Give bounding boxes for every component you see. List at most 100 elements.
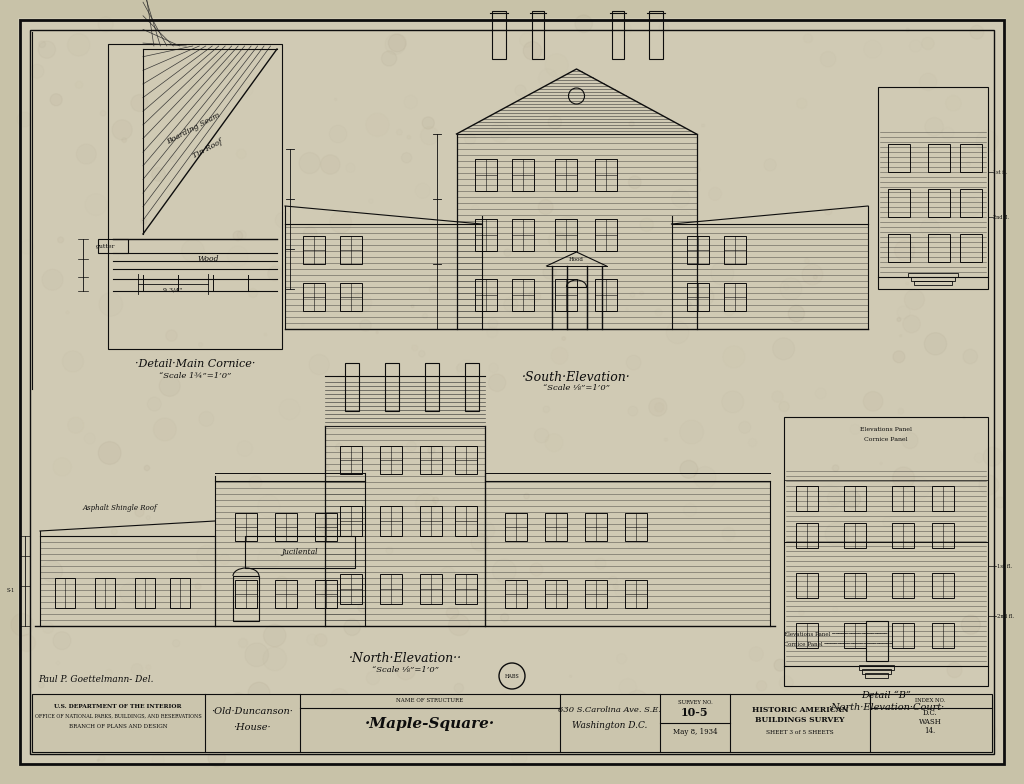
Bar xyxy=(555,159,577,191)
Bar xyxy=(932,573,954,598)
Bar xyxy=(505,580,527,608)
Bar xyxy=(862,669,891,674)
Bar xyxy=(303,236,325,264)
Bar xyxy=(474,159,497,191)
Bar xyxy=(686,283,709,311)
Bar xyxy=(724,236,745,264)
Bar xyxy=(234,513,257,541)
Bar xyxy=(505,513,527,541)
Bar xyxy=(455,574,477,604)
Text: Washington D.C.: Washington D.C. xyxy=(572,721,648,731)
Text: Detail “B”: Detail “B” xyxy=(861,691,911,700)
Bar xyxy=(340,446,362,474)
Bar xyxy=(961,234,982,262)
Text: Cornice Panel: Cornice Panel xyxy=(864,437,908,441)
Bar xyxy=(108,44,282,349)
Text: 9 3/4": 9 3/4" xyxy=(164,288,182,292)
Bar xyxy=(595,219,616,251)
Bar xyxy=(928,234,950,262)
Bar xyxy=(878,87,988,289)
Bar xyxy=(865,673,888,678)
Bar xyxy=(380,446,402,474)
Bar xyxy=(380,506,402,536)
Bar xyxy=(911,277,955,281)
Bar xyxy=(892,523,914,548)
Bar xyxy=(555,219,577,251)
Text: Asphalt Shingle Roof: Asphalt Shingle Roof xyxy=(83,504,158,512)
Text: ·Detail·Main Cornice·: ·Detail·Main Cornice· xyxy=(135,359,255,369)
Text: 1st fl.: 1st fl. xyxy=(997,564,1013,568)
Bar xyxy=(928,144,950,172)
Bar xyxy=(380,574,402,604)
Bar xyxy=(892,623,914,648)
Bar xyxy=(531,11,544,59)
Text: Paul P. Goettelmann- Del.: Paul P. Goettelmann- Del. xyxy=(38,676,154,684)
Bar xyxy=(512,279,534,311)
Bar xyxy=(595,159,616,191)
Bar xyxy=(245,536,355,568)
Text: 10-5: 10-5 xyxy=(681,706,709,717)
Bar xyxy=(512,219,534,251)
Text: Tin Roof: Tin Roof xyxy=(191,138,224,160)
Bar xyxy=(420,506,442,536)
Text: Elevations Panel ─────────────────: Elevations Panel ───────────────── xyxy=(784,631,888,637)
Bar xyxy=(595,279,616,311)
Bar xyxy=(928,189,950,217)
Text: OFFICE OF NATIONAL PARKS, BUILDINGS, AND RESERVATIONS: OFFICE OF NATIONAL PARKS, BUILDINGS, AND… xyxy=(35,713,202,718)
Text: SHEET 3 of 5 SHEETS: SHEET 3 of 5 SHEETS xyxy=(766,729,834,735)
Bar xyxy=(961,189,982,217)
Bar xyxy=(648,11,663,59)
Text: ·North·Elevation·Court·: ·North·Elevation·Court· xyxy=(827,702,944,712)
Bar xyxy=(585,580,607,608)
Bar xyxy=(961,144,982,172)
Bar xyxy=(512,159,534,191)
Bar xyxy=(465,363,479,411)
Bar xyxy=(95,578,115,608)
Text: D.C.
WASH
14.: D.C. WASH 14. xyxy=(919,709,941,735)
Text: Hood: Hood xyxy=(569,256,584,262)
Bar xyxy=(888,189,910,217)
Bar xyxy=(474,279,497,311)
Text: Cornice Panel ─────────────────────: Cornice Panel ───────────────────── xyxy=(784,641,893,647)
Bar xyxy=(555,279,577,311)
Text: Wood: Wood xyxy=(198,255,219,263)
Bar xyxy=(420,446,442,474)
Text: NAME OF STRUCTURE: NAME OF STRUCTURE xyxy=(396,698,464,702)
Bar xyxy=(888,144,910,172)
Bar xyxy=(455,506,477,536)
Bar xyxy=(275,513,297,541)
Bar xyxy=(932,523,954,548)
Text: Elevations Panel: Elevations Panel xyxy=(860,426,912,431)
Bar xyxy=(796,573,818,598)
Bar xyxy=(340,574,362,604)
Text: 1st fl.: 1st fl. xyxy=(993,169,1008,175)
Bar xyxy=(340,506,362,536)
Bar xyxy=(340,236,362,264)
Text: 2nd fl.: 2nd fl. xyxy=(997,614,1014,619)
Text: Boarding Seam: Boarding Seam xyxy=(165,111,221,147)
Bar xyxy=(425,363,439,411)
Bar xyxy=(611,11,624,59)
Bar xyxy=(625,580,647,608)
Bar xyxy=(474,219,497,251)
Text: ·South·Elevation·: ·South·Elevation· xyxy=(522,371,631,383)
Bar xyxy=(315,513,337,541)
Bar xyxy=(844,486,866,511)
Bar xyxy=(135,578,155,608)
Bar xyxy=(859,665,894,670)
Bar xyxy=(784,417,988,686)
Bar xyxy=(55,578,75,608)
Bar xyxy=(844,523,866,548)
Bar xyxy=(796,523,818,548)
Bar xyxy=(275,580,297,608)
Text: Jucilental: Jucilental xyxy=(282,548,318,556)
Text: U.S. DEPARTMENT OF THE INTERIOR: U.S. DEPARTMENT OF THE INTERIOR xyxy=(54,703,181,709)
Bar xyxy=(625,513,647,541)
Bar xyxy=(385,363,399,411)
Bar xyxy=(932,623,954,648)
Bar xyxy=(914,281,952,285)
Bar xyxy=(340,283,362,311)
Bar xyxy=(345,363,359,411)
Bar xyxy=(686,236,709,264)
Bar xyxy=(566,287,587,329)
